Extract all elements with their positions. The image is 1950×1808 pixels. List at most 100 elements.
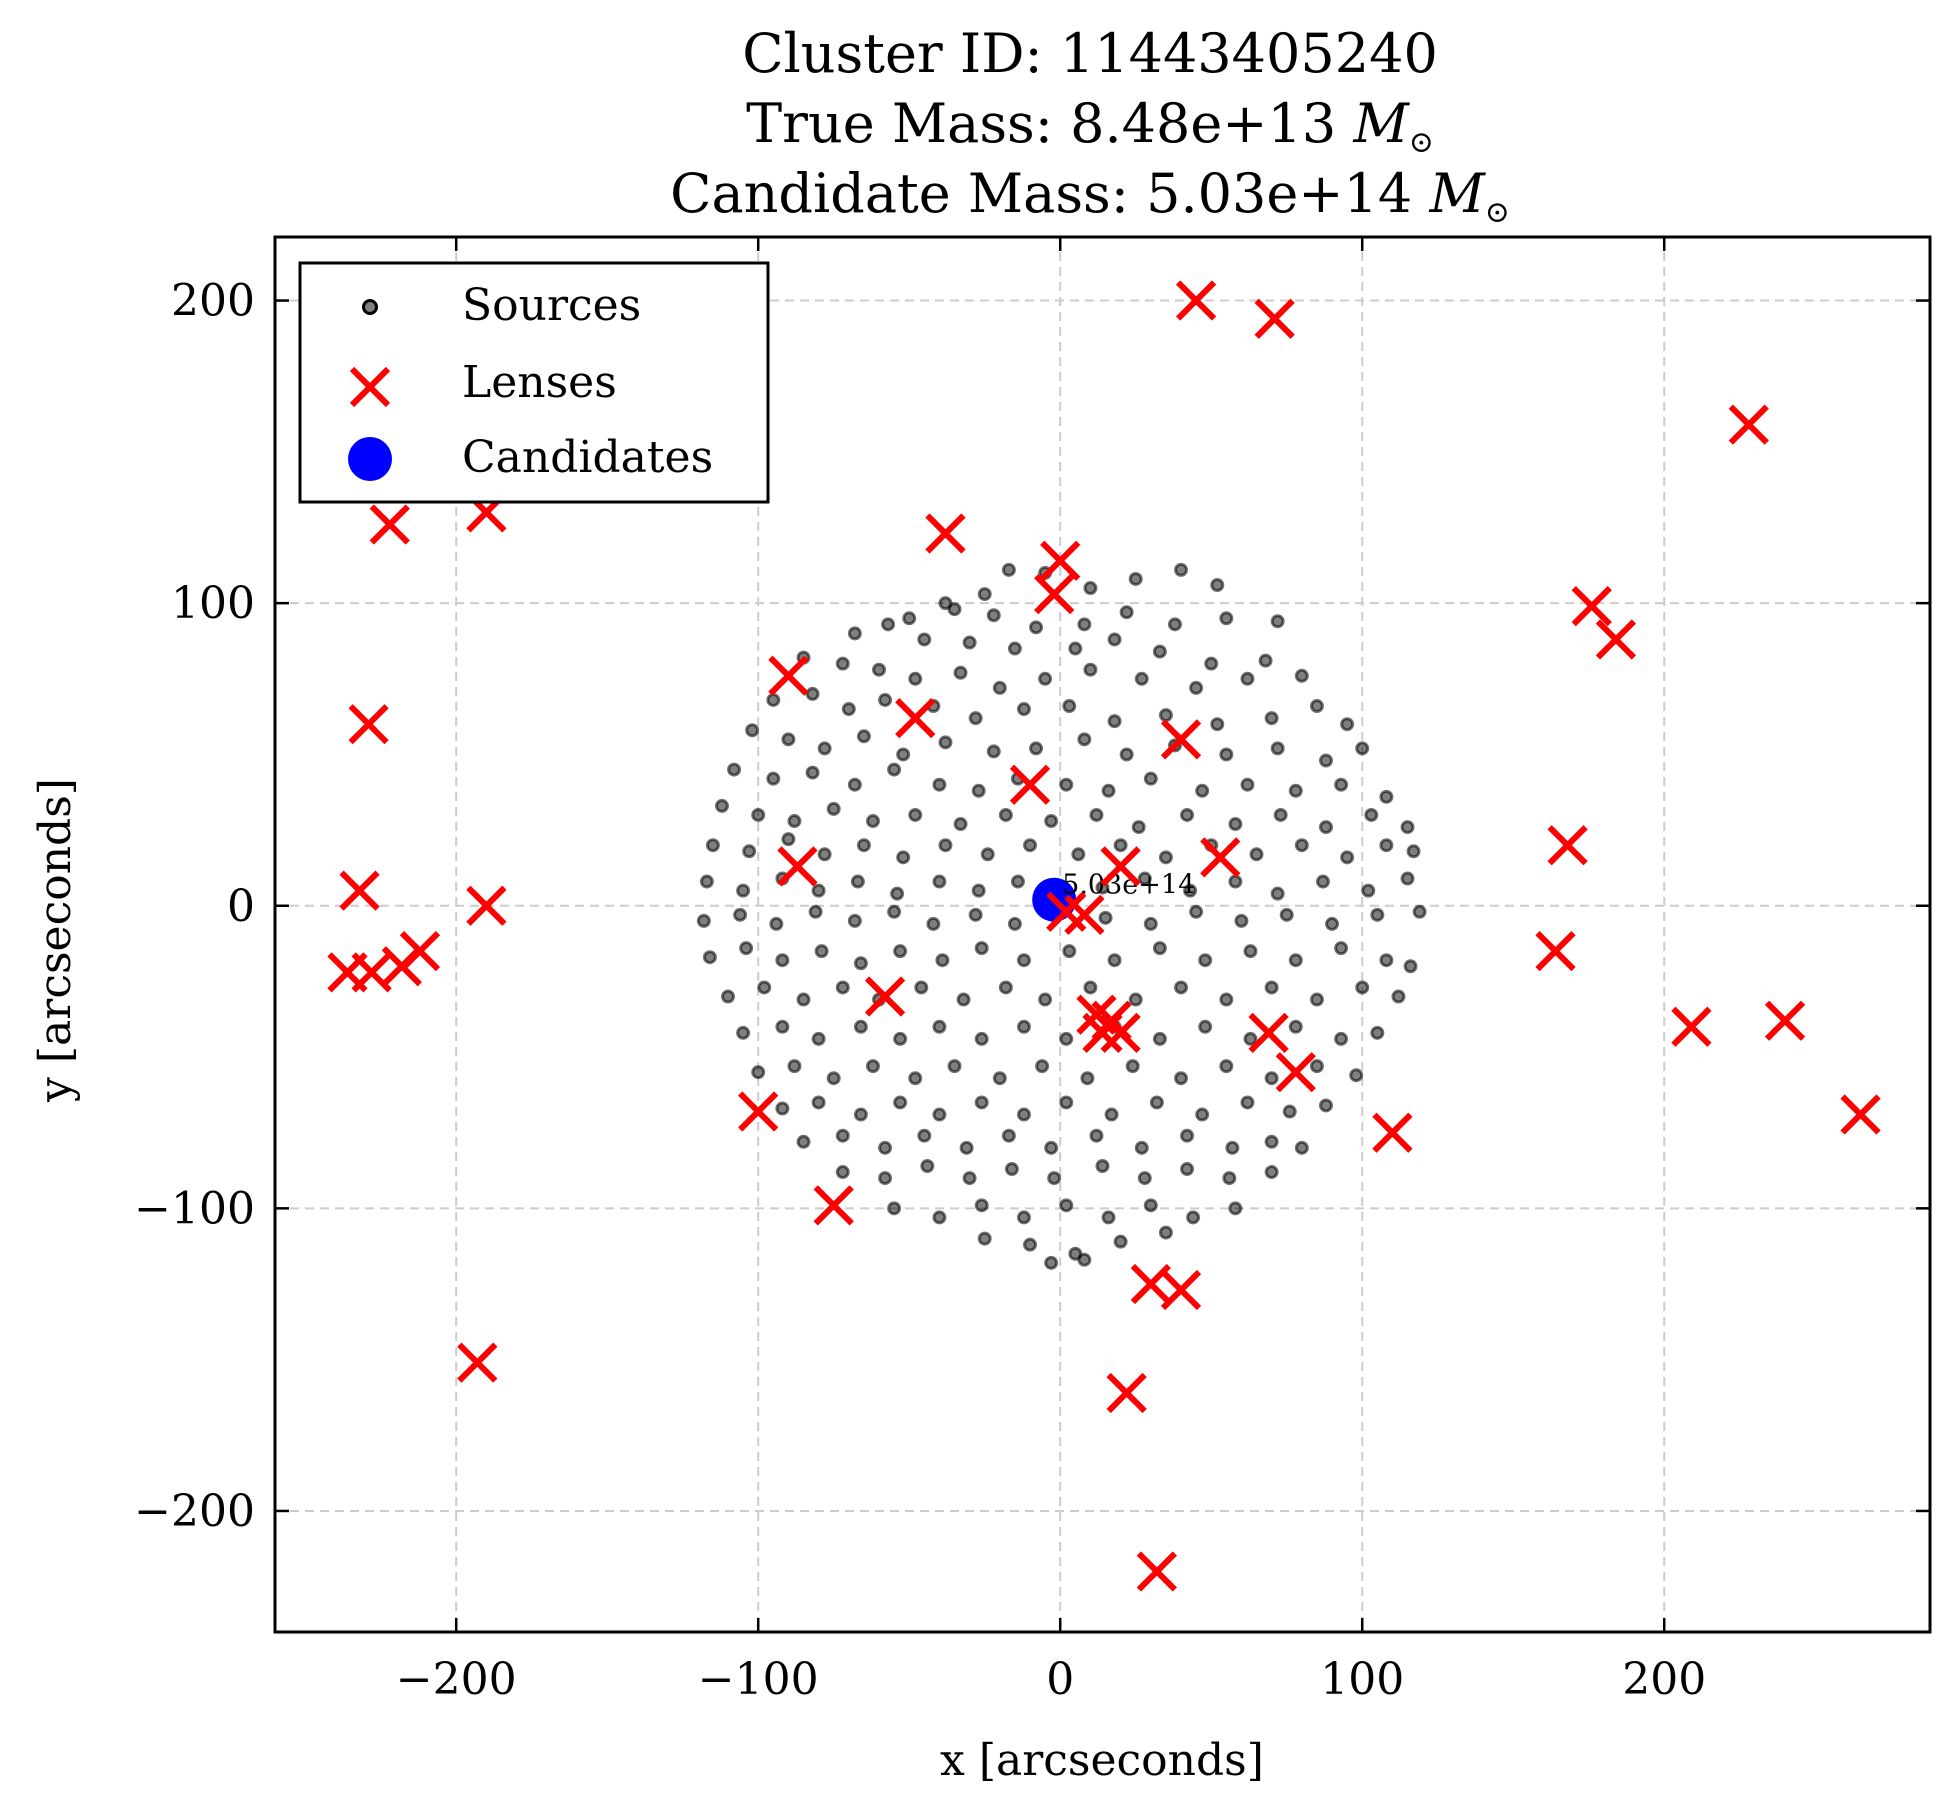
source-point bbox=[1364, 807, 1379, 822]
source-point bbox=[856, 729, 871, 744]
source-point bbox=[1044, 1140, 1059, 1155]
source-point bbox=[1134, 671, 1149, 686]
source-point bbox=[896, 850, 911, 865]
title-line-cluster-id: Cluster ID: 11443405240 bbox=[742, 22, 1438, 85]
source-point bbox=[808, 904, 823, 919]
source-point bbox=[1234, 913, 1249, 928]
source-point bbox=[1315, 874, 1330, 889]
lens-marker bbox=[925, 513, 966, 554]
source-point bbox=[992, 1071, 1007, 1086]
source-point bbox=[1198, 953, 1213, 968]
source-point bbox=[878, 1140, 893, 1155]
source-point bbox=[1288, 783, 1303, 798]
source-point bbox=[1258, 653, 1273, 668]
source-point bbox=[853, 956, 868, 971]
source-point bbox=[1309, 1059, 1324, 1074]
source-point bbox=[1152, 1031, 1167, 1046]
y-tick-label: −100 bbox=[134, 1183, 255, 1234]
source-point bbox=[835, 980, 850, 995]
source-point bbox=[887, 1201, 902, 1216]
source-point bbox=[1243, 1031, 1258, 1046]
source-point bbox=[847, 777, 862, 792]
source-point bbox=[1264, 1071, 1279, 1086]
source-point bbox=[1029, 741, 1044, 756]
source-point bbox=[1059, 777, 1074, 792]
plot-frame bbox=[273, 235, 1932, 1634]
source-point bbox=[847, 626, 862, 641]
lens-marker bbox=[369, 504, 410, 545]
source-point bbox=[953, 817, 968, 832]
source-point bbox=[1137, 1171, 1152, 1186]
source-point bbox=[1104, 1107, 1119, 1122]
source-point bbox=[1186, 1210, 1201, 1225]
source-point bbox=[1264, 1134, 1279, 1149]
source-point bbox=[796, 1134, 811, 1149]
lens-marker bbox=[1160, 1269, 1202, 1311]
source-point bbox=[974, 1198, 989, 1213]
lens-marker bbox=[1254, 298, 1295, 339]
source-point bbox=[1318, 753, 1333, 768]
lens-marker bbox=[1840, 1094, 1881, 1135]
source-point bbox=[814, 944, 829, 959]
source-point bbox=[1016, 702, 1031, 717]
source-point bbox=[727, 762, 742, 777]
source-point bbox=[714, 798, 729, 813]
source-point bbox=[908, 671, 923, 686]
lens-marker bbox=[1100, 1012, 1141, 1053]
source-point bbox=[1098, 910, 1113, 925]
lens-marker bbox=[1160, 719, 1202, 760]
lens-marker bbox=[864, 976, 906, 1017]
source-point bbox=[935, 953, 950, 968]
source-point bbox=[1379, 789, 1394, 804]
source-point bbox=[1077, 1252, 1092, 1267]
source-point bbox=[1228, 817, 1243, 832]
source-point bbox=[1107, 632, 1122, 647]
source-point bbox=[908, 1071, 923, 1086]
source-point bbox=[1001, 1128, 1016, 1143]
source-point bbox=[998, 980, 1013, 995]
source-point bbox=[739, 941, 754, 956]
source-point bbox=[826, 801, 841, 816]
source-point bbox=[781, 832, 796, 847]
source-point bbox=[1071, 847, 1086, 862]
source-point bbox=[1128, 571, 1143, 586]
source-point bbox=[1189, 680, 1204, 695]
source-point bbox=[974, 941, 989, 956]
source-point bbox=[1083, 980, 1098, 995]
source-point bbox=[847, 913, 862, 928]
source-point bbox=[1195, 783, 1210, 798]
source-point bbox=[1249, 847, 1264, 862]
source-point bbox=[811, 883, 826, 898]
lens-marker bbox=[1130, 1263, 1171, 1305]
source-point bbox=[1016, 1019, 1031, 1034]
source-point bbox=[1400, 820, 1415, 835]
source-point bbox=[1113, 838, 1128, 853]
source-point bbox=[1119, 605, 1134, 620]
source-point bbox=[787, 814, 802, 829]
source-point bbox=[1152, 941, 1167, 956]
mass-unit-symbol: M bbox=[1352, 92, 1410, 155]
source-point bbox=[893, 944, 908, 959]
source-point bbox=[1131, 820, 1146, 835]
lens-marker bbox=[1175, 280, 1217, 321]
source-point bbox=[1119, 747, 1134, 762]
source-point bbox=[1355, 980, 1370, 995]
source-point bbox=[751, 1065, 766, 1080]
legend-label-sources: Sources bbox=[462, 280, 641, 331]
source-point bbox=[1143, 771, 1158, 786]
source-point bbox=[917, 632, 932, 647]
source-point bbox=[1062, 699, 1077, 714]
lens-marker bbox=[768, 655, 809, 696]
chart-title: Cluster ID: 11443405240 True Mass: 8.48e… bbox=[670, 22, 1510, 230]
source-point bbox=[1340, 850, 1355, 865]
source-point bbox=[1077, 732, 1092, 747]
lens-marker bbox=[457, 1342, 498, 1383]
source-point bbox=[1180, 807, 1195, 822]
source-point bbox=[769, 916, 784, 931]
lens-marker bbox=[895, 698, 936, 739]
source-point bbox=[1089, 807, 1104, 822]
source-point bbox=[890, 886, 905, 901]
lens-marker bbox=[1200, 837, 1241, 878]
source-point bbox=[1355, 741, 1370, 756]
lens-marker bbox=[1571, 586, 1612, 627]
